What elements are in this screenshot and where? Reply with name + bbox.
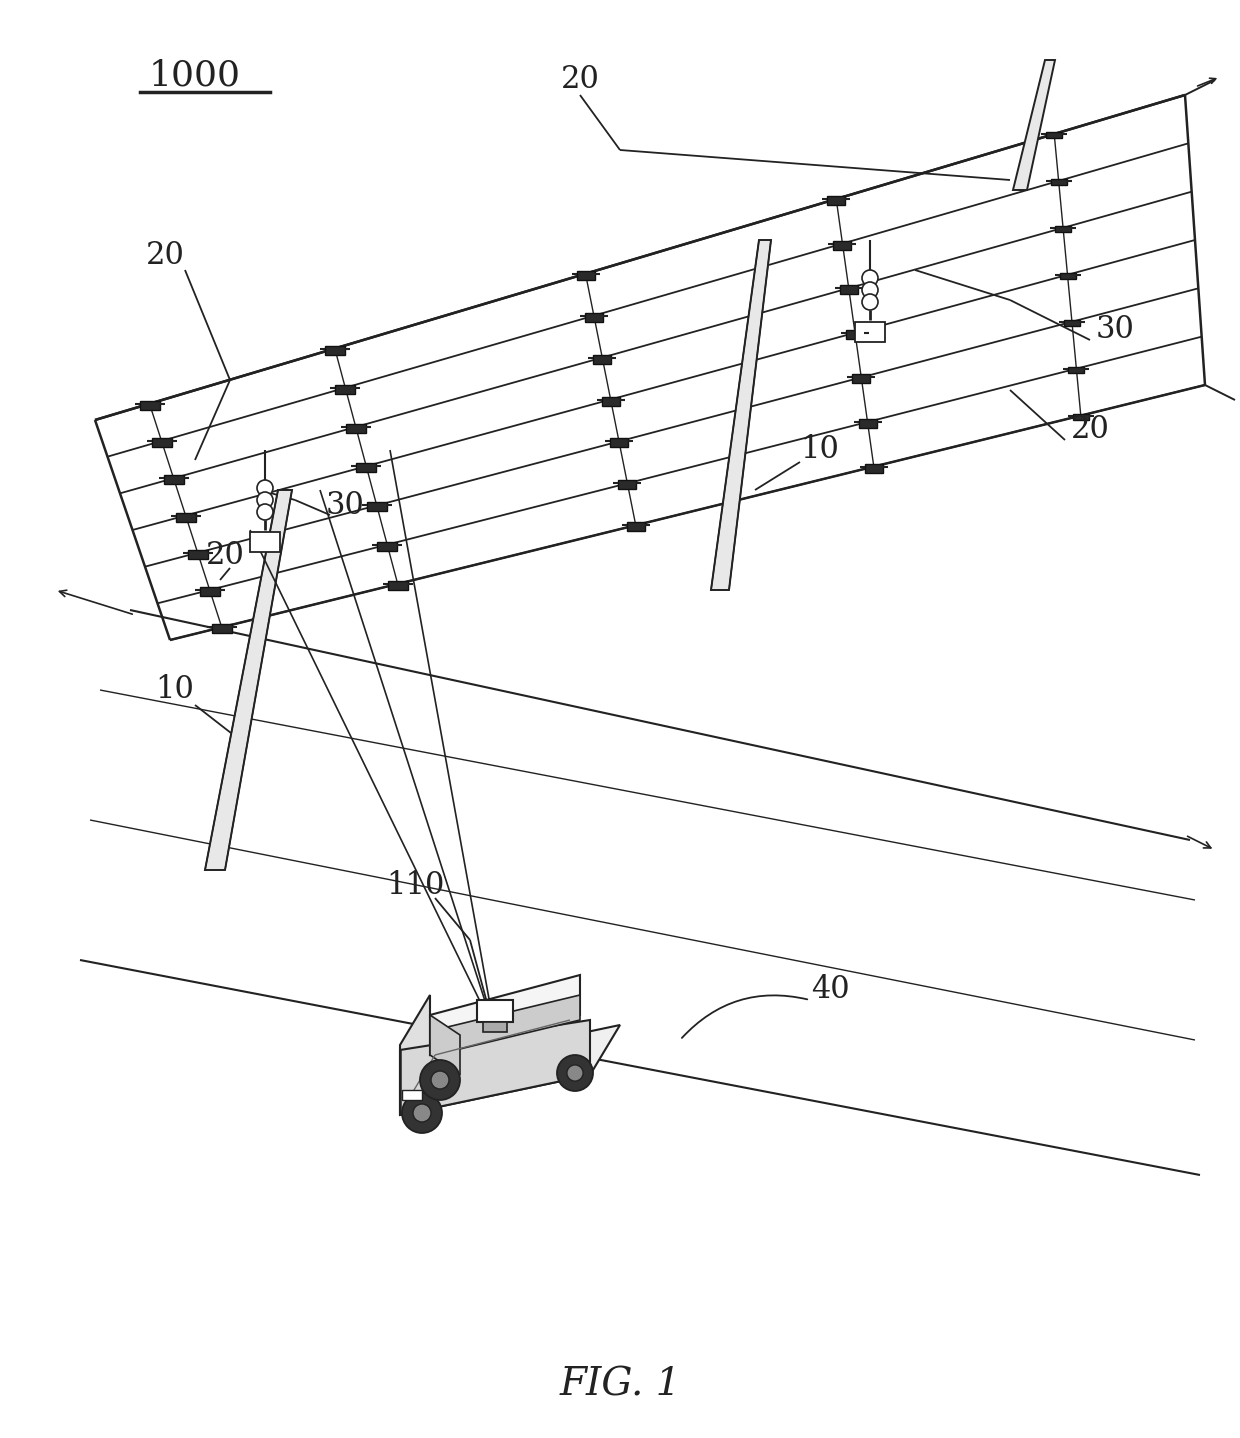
Circle shape (862, 270, 878, 286)
Circle shape (862, 293, 878, 311)
Polygon shape (401, 1020, 590, 1114)
Polygon shape (484, 1022, 507, 1032)
Polygon shape (856, 322, 885, 342)
Polygon shape (477, 999, 513, 1022)
Polygon shape (1013, 60, 1055, 190)
Polygon shape (356, 463, 376, 472)
Text: 1000: 1000 (149, 58, 241, 92)
Text: 40: 40 (811, 975, 849, 1005)
Text: 30: 30 (326, 489, 365, 521)
Text: 20: 20 (206, 539, 244, 571)
Polygon shape (839, 285, 858, 295)
Polygon shape (1055, 226, 1071, 232)
Polygon shape (430, 975, 580, 1055)
Text: 20: 20 (1070, 414, 1110, 446)
Text: 30: 30 (1096, 315, 1135, 345)
Polygon shape (187, 549, 207, 559)
Polygon shape (367, 502, 387, 512)
Polygon shape (1064, 319, 1080, 326)
Polygon shape (335, 385, 356, 394)
Polygon shape (139, 401, 160, 410)
Text: 110: 110 (386, 870, 444, 900)
Polygon shape (325, 345, 345, 355)
Polygon shape (212, 624, 232, 633)
Text: FIG. 1: FIG. 1 (559, 1366, 681, 1403)
Polygon shape (711, 240, 771, 590)
Circle shape (567, 1066, 583, 1081)
Text: 20: 20 (560, 65, 599, 95)
Text: 20: 20 (145, 240, 185, 270)
Polygon shape (864, 463, 883, 473)
Polygon shape (401, 1025, 620, 1114)
Polygon shape (435, 995, 580, 1055)
Polygon shape (151, 439, 171, 447)
Polygon shape (164, 475, 184, 485)
Polygon shape (430, 1015, 460, 1076)
Polygon shape (401, 995, 430, 1114)
Polygon shape (858, 418, 877, 429)
Polygon shape (593, 355, 611, 364)
Polygon shape (833, 240, 852, 250)
Circle shape (257, 492, 273, 508)
Bar (402, 1090, 422, 1100)
Circle shape (420, 1060, 460, 1100)
Polygon shape (601, 397, 620, 406)
Polygon shape (1073, 414, 1089, 420)
Circle shape (257, 503, 273, 521)
Text: 10: 10 (801, 434, 839, 466)
Polygon shape (200, 587, 219, 595)
Polygon shape (1069, 367, 1084, 372)
Polygon shape (346, 424, 366, 433)
Polygon shape (577, 270, 594, 280)
Circle shape (557, 1055, 593, 1091)
Circle shape (257, 480, 273, 496)
Polygon shape (205, 490, 291, 870)
Polygon shape (846, 329, 864, 339)
Polygon shape (852, 374, 870, 384)
Polygon shape (626, 522, 645, 531)
Polygon shape (1059, 273, 1075, 279)
Polygon shape (176, 512, 196, 522)
Polygon shape (619, 480, 636, 489)
Polygon shape (827, 196, 846, 206)
Polygon shape (585, 312, 603, 322)
Polygon shape (1047, 132, 1063, 138)
Circle shape (402, 1093, 441, 1133)
Polygon shape (1050, 178, 1066, 186)
Polygon shape (388, 581, 408, 590)
Polygon shape (377, 542, 397, 551)
Polygon shape (250, 532, 280, 552)
Circle shape (432, 1071, 449, 1089)
Text: 10: 10 (155, 674, 195, 706)
Circle shape (413, 1104, 432, 1122)
Circle shape (862, 282, 878, 298)
Polygon shape (610, 439, 627, 447)
